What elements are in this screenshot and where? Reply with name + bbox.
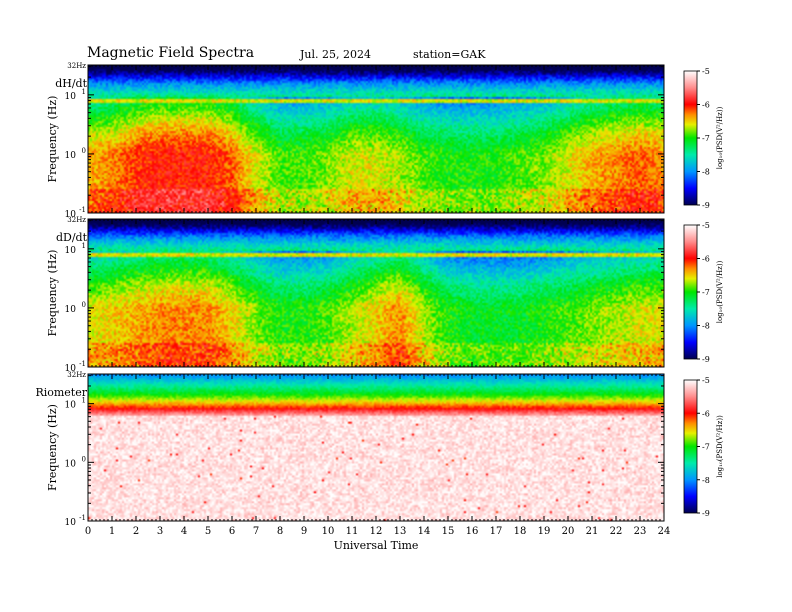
colorbar-tick-label: -5: [702, 221, 710, 230]
y-tick-exponent: -1: [79, 206, 86, 214]
y-tick-label: 10: [65, 401, 77, 411]
colorbar-label: log₁₀(PSD(V²/Hz)): [716, 260, 724, 323]
x-tick-label: 16: [466, 526, 479, 537]
y-tick-label: 10: [65, 364, 77, 374]
colorbar-tick-label: -5: [702, 67, 710, 76]
x-tick-label: 5: [205, 526, 211, 537]
x-tick-label: 8: [277, 526, 283, 537]
y-axis-label: Frequency (Hz): [46, 404, 59, 491]
colorbar: [683, 70, 698, 206]
spectrogram-image: [88, 219, 664, 367]
x-tick-label: 7: [253, 526, 259, 537]
y-tick-label: 10: [65, 518, 77, 528]
colorbar: [683, 379, 698, 514]
colorbar: [683, 224, 698, 360]
x-tick-label: 21: [586, 526, 599, 537]
y-tick-label: 10: [65, 459, 77, 469]
top-frequency-label: 32Hz: [67, 62, 86, 70]
x-tick-label: 15: [442, 526, 455, 537]
colorbar-tick-label: -9: [702, 201, 710, 210]
y-tick-exponent: -1: [79, 514, 86, 522]
top-frequency-label: 32Hz: [67, 371, 86, 379]
chart-title: Magnetic Field Spectra: [87, 45, 255, 61]
y-tick-label: 10: [65, 246, 77, 256]
chart-station: station=GAK: [413, 48, 486, 61]
x-tick-label: 19: [538, 526, 551, 537]
colorbar-tick-label: -5: [702, 376, 710, 385]
colorbar-tick-label: -8: [702, 322, 710, 331]
y-tick-exponent: 0: [82, 455, 86, 463]
y-tick-exponent: -1: [79, 360, 86, 368]
y-tick-label: 10: [65, 305, 77, 315]
x-tick-label: 4: [181, 526, 187, 537]
panel-label: Riometer: [35, 386, 87, 399]
colorbar-tick-label: -8: [702, 476, 710, 485]
x-tick-label: 20: [562, 526, 575, 537]
top-frequency-label: 32Hz: [67, 216, 86, 224]
y-tick-label: 10: [65, 92, 77, 102]
panel-label: dD/dt: [56, 231, 88, 244]
colorbar-label: log₁₀(PSD(V²/Hz)): [716, 415, 724, 478]
spectrogram-image: [88, 374, 664, 521]
colorbar-tick-label: -8: [702, 168, 710, 177]
colorbar-tick-label: -9: [702, 355, 710, 364]
spectrogram-image: [88, 65, 664, 213]
colorbar-label: log₁₀(PSD(V²/Hz)): [716, 106, 724, 169]
x-tick-label: 23: [634, 526, 647, 537]
x-tick-label: 0: [85, 526, 91, 537]
x-axis-label: Universal Time: [334, 539, 419, 552]
y-tick-label: 10: [65, 151, 77, 161]
colorbar-tick-label: -7: [702, 288, 710, 297]
y-tick-exponent: 0: [82, 301, 86, 309]
y-axis-label: Frequency (Hz): [46, 250, 59, 337]
chart-date: Jul. 25, 2024: [300, 48, 371, 61]
x-tick-label: 22: [610, 526, 623, 537]
x-tick-label: 1: [109, 526, 115, 537]
colorbar-tick-label: -7: [702, 443, 710, 452]
x-tick-label: 13: [394, 526, 407, 537]
y-tick-exponent: 0: [82, 147, 86, 155]
x-tick-label: 14: [418, 526, 431, 537]
colorbar-tick-label: -6: [702, 409, 710, 418]
colorbar-tick-label: -6: [702, 101, 710, 110]
x-tick-label: 18: [514, 526, 527, 537]
x-tick-label: 24: [658, 526, 671, 537]
colorbar-tick-label: -6: [702, 255, 710, 264]
x-tick-label: 2: [133, 526, 139, 537]
colorbar-tick-label: -9: [702, 509, 710, 518]
x-tick-label: 10: [322, 526, 335, 537]
x-tick-label: 9: [301, 526, 307, 537]
y-tick-exponent: 1: [82, 88, 86, 96]
y-tick-label: 10: [65, 210, 77, 220]
x-tick-label: 11: [346, 526, 359, 537]
x-tick-label: 12: [370, 526, 383, 537]
y-tick-exponent: 1: [82, 242, 86, 250]
panel-label: dH/dt: [55, 77, 87, 90]
x-tick-label: 6: [229, 526, 235, 537]
colorbar-tick-label: -7: [702, 134, 710, 143]
y-axis-label: Frequency (Hz): [46, 96, 59, 183]
x-tick-label: 3: [157, 526, 163, 537]
x-tick-label: 17: [490, 526, 503, 537]
y-tick-exponent: 1: [82, 397, 86, 405]
